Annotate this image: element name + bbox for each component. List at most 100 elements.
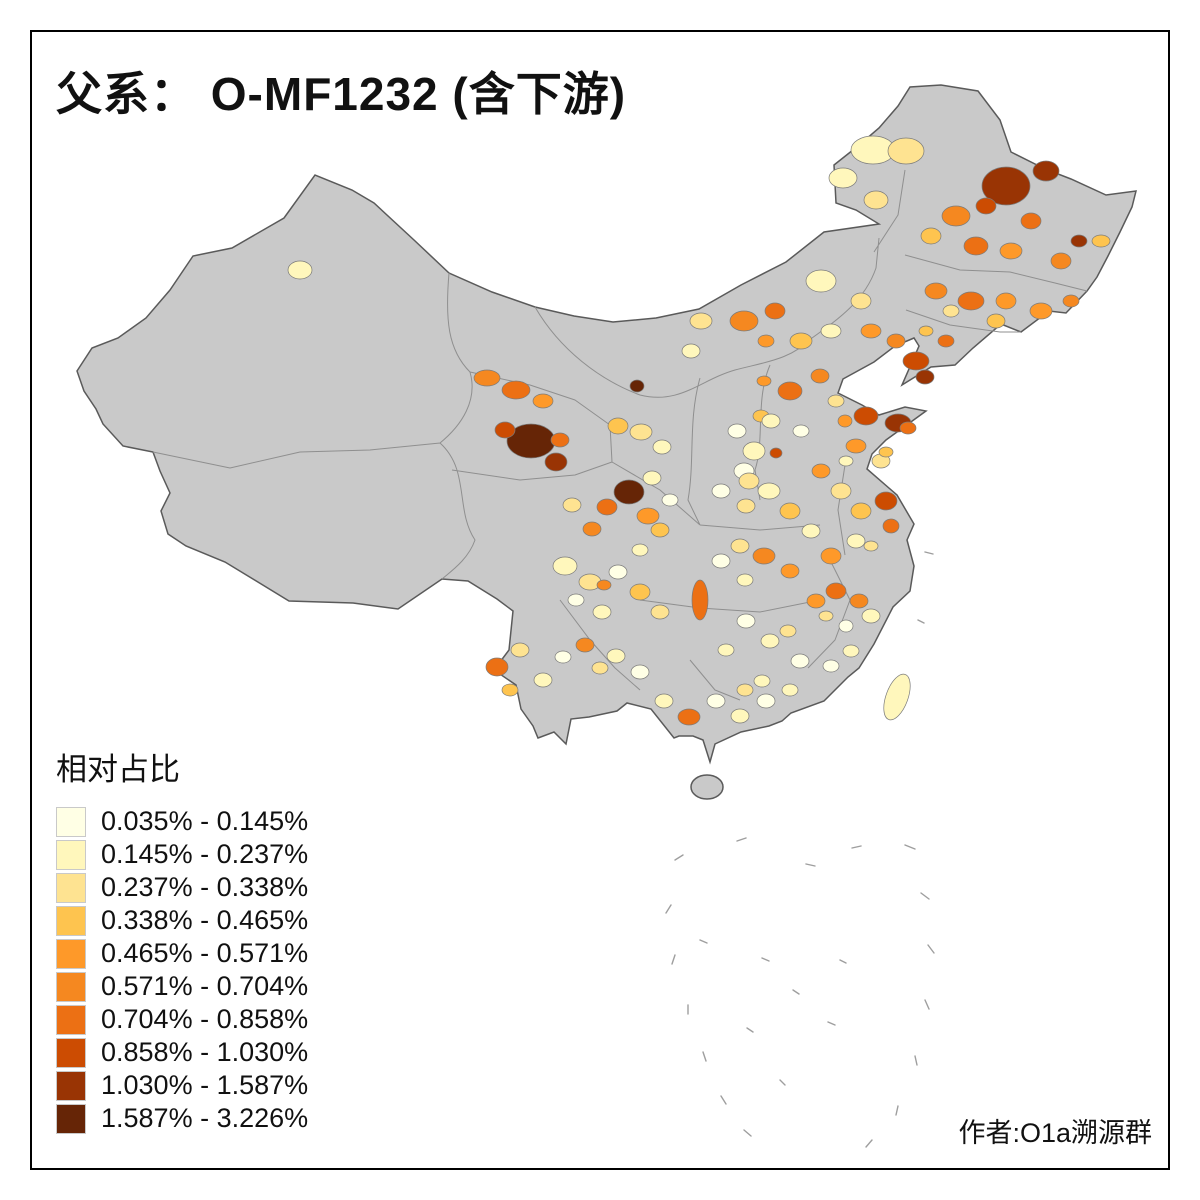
map-region bbox=[1050, 252, 1072, 270]
map-region bbox=[730, 538, 750, 554]
map-region bbox=[596, 498, 618, 516]
map-region bbox=[629, 379, 645, 393]
map-region bbox=[995, 292, 1017, 310]
south-china-sea-marks bbox=[665, 551, 935, 1148]
map-region bbox=[606, 648, 626, 664]
map-region bbox=[942, 304, 960, 318]
map-region bbox=[846, 533, 866, 549]
hainan-island-shape bbox=[690, 774, 724, 800]
map-region bbox=[874, 491, 898, 511]
map-region bbox=[863, 190, 889, 210]
map-region bbox=[533, 672, 553, 688]
legend-swatch bbox=[56, 1004, 86, 1035]
map-region bbox=[999, 242, 1023, 260]
map-region bbox=[485, 657, 509, 677]
map-region bbox=[861, 608, 881, 624]
map-region bbox=[886, 333, 906, 349]
map-region bbox=[582, 521, 602, 537]
map-region bbox=[629, 423, 653, 441]
legend-title: 相对占比 bbox=[56, 752, 180, 787]
map-region bbox=[501, 380, 531, 400]
legend-row: 0.858% - 1.030% bbox=[56, 1036, 308, 1069]
map-region bbox=[689, 312, 713, 330]
map-region bbox=[736, 498, 756, 514]
figure-border bbox=[30, 30, 1170, 1170]
legend-label: 0.035% - 0.145% bbox=[101, 806, 309, 836]
map-region bbox=[652, 439, 672, 455]
map-region bbox=[842, 644, 860, 658]
map-region bbox=[742, 441, 766, 461]
legend-label: 1.587% - 3.226% bbox=[101, 1103, 309, 1133]
legend-label: 0.465% - 0.571% bbox=[101, 938, 309, 968]
map-region bbox=[792, 424, 810, 438]
legend-label: 0.338% - 0.465% bbox=[101, 905, 309, 935]
map-region bbox=[562, 497, 582, 513]
legend-swatch bbox=[56, 1037, 86, 1068]
legend-row: 0.338% - 0.465% bbox=[56, 904, 308, 937]
map-region bbox=[1091, 234, 1111, 248]
legend-row: 0.571% - 0.704% bbox=[56, 970, 308, 1003]
map-region bbox=[882, 518, 900, 534]
map-region bbox=[287, 260, 313, 280]
map-region bbox=[941, 205, 971, 227]
map-region bbox=[811, 463, 831, 479]
legend-swatch bbox=[56, 971, 86, 1002]
map-region bbox=[636, 507, 660, 525]
map-region bbox=[727, 423, 747, 439]
map-region bbox=[752, 547, 776, 565]
map-region bbox=[1029, 302, 1053, 320]
legend-swatch bbox=[56, 839, 86, 870]
legend-row: 0.704% - 0.858% bbox=[56, 1003, 308, 1036]
map-region bbox=[544, 452, 568, 472]
legend-swatch bbox=[56, 905, 86, 936]
figure-title: 父系： O-MF1232 (含下游) bbox=[56, 68, 627, 120]
map-region bbox=[899, 421, 917, 435]
map-region bbox=[677, 708, 701, 726]
map-region bbox=[501, 683, 519, 697]
legend-row: 0.145% - 0.237% bbox=[56, 838, 308, 871]
map-region bbox=[779, 502, 801, 520]
map-region bbox=[915, 369, 935, 385]
map-region bbox=[691, 579, 709, 621]
map-region bbox=[810, 368, 830, 384]
map-region bbox=[642, 470, 662, 486]
map-region bbox=[1032, 160, 1060, 182]
map-region bbox=[592, 604, 612, 620]
legend-label: 0.237% - 0.338% bbox=[101, 872, 309, 902]
map-region bbox=[567, 593, 585, 607]
map-region bbox=[963, 236, 989, 256]
map-region bbox=[820, 323, 842, 339]
map-region bbox=[822, 659, 840, 673]
map-region bbox=[729, 310, 759, 332]
map-region bbox=[550, 432, 570, 448]
map-region bbox=[838, 619, 854, 633]
map-region bbox=[779, 624, 797, 638]
map-region bbox=[853, 406, 879, 426]
province-borders bbox=[152, 169, 1088, 701]
map-region bbox=[850, 502, 872, 520]
map-region bbox=[981, 166, 1031, 206]
map-region bbox=[760, 633, 780, 649]
map-region bbox=[828, 167, 858, 189]
legend-label: 1.030% - 1.587% bbox=[101, 1070, 309, 1100]
map-region bbox=[975, 197, 997, 215]
map-region bbox=[837, 414, 853, 428]
map-region bbox=[761, 413, 781, 429]
attribution: 作者:O1a溯源群 bbox=[958, 1118, 1152, 1148]
map-region bbox=[473, 369, 501, 387]
map-region bbox=[757, 334, 775, 348]
map-region bbox=[650, 604, 670, 620]
map-region bbox=[1070, 234, 1088, 248]
map-region bbox=[494, 421, 516, 439]
map-region bbox=[820, 547, 842, 565]
map-region bbox=[764, 302, 786, 320]
legend-row: 0.465% - 0.571% bbox=[56, 937, 308, 970]
map-region bbox=[781, 683, 799, 697]
legend-swatch bbox=[56, 1103, 86, 1134]
map-region bbox=[920, 227, 942, 245]
map-region bbox=[769, 447, 783, 459]
legend-label: 0.571% - 0.704% bbox=[101, 971, 309, 1001]
map-region bbox=[827, 394, 845, 408]
map-region bbox=[554, 650, 572, 664]
